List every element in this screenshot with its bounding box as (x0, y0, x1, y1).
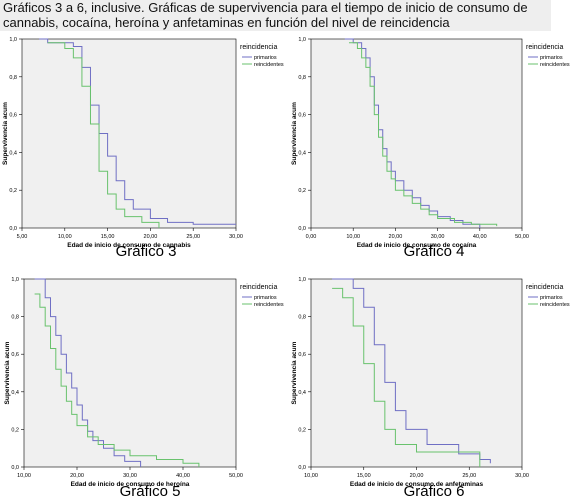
chart-title-3: Gráfico 3 (115, 243, 177, 260)
y-tick-label: 1,0 (9, 37, 17, 43)
x-tick-label: 50,00 (515, 234, 529, 240)
y-tick-label: 1,0 (298, 37, 306, 43)
legend-label-reincidentes: reincidentes (540, 62, 570, 68)
legend-title: reincidencia (526, 44, 563, 51)
y-tick-label: 0,2 (11, 427, 19, 433)
legend-title: reincidencia (240, 284, 277, 291)
series-line-primarios (39, 38, 236, 225)
x-tick-label: 40,00 (473, 234, 487, 240)
chart-panel-3: 0,0 0,2 0,4 0,6 0,8 1,0 5,00 10,00 15,00 20,00 25,… (0, 36, 286, 249)
y-axis-title: Supervivencia acum (291, 102, 298, 165)
chart-panel-5: 0,0 0,2 0,4 0,6 0,8 1,0 10,00 20,00 30,00 40,00 50… (0, 276, 286, 488)
y-tick-label: 0,0 (298, 226, 306, 232)
y-tick-label: 0,6 (11, 352, 19, 358)
series-line-reincidentes (332, 287, 481, 467)
x-tick-label: 10,00 (17, 473, 31, 479)
chart-title-6: Gráfico 6 (403, 483, 465, 500)
chart-title-5: Gráfico 5 (119, 483, 181, 500)
y-tick-label: 0,0 (298, 465, 306, 471)
series-line-reincidentes (348, 42, 498, 227)
series-line-reincidentes (34, 293, 200, 467)
y-tick-label: 0,8 (298, 315, 306, 321)
x-tick-label: 30,00 (515, 473, 529, 479)
plot-area (310, 38, 523, 229)
y-tick-label: 0,0 (11, 465, 19, 471)
plot-area (310, 278, 523, 468)
x-tick-label: 5,00 (17, 234, 28, 240)
legend-label-reincidentes: reincidentes (254, 302, 284, 308)
y-tick-label: 0,2 (9, 188, 17, 194)
legend-label-primarios: primarios (540, 55, 563, 61)
y-tick-label: 0,6 (298, 352, 306, 358)
y-tick-label: 0,8 (9, 75, 17, 81)
plot-area (21, 38, 237, 229)
series-line-primarios (332, 278, 491, 464)
survival-chart-anfetaminas: 0,0 0,2 0,4 0,6 0,8 1,0 10,00 15,00 20,00 25,00 30… (291, 277, 570, 488)
x-tick-label: 20,00 (389, 234, 403, 240)
survival-chart-cannabis: 0,0 0,2 0,4 0,6 0,8 1,0 5,00 10,00 15,00 20,00 25,… (2, 37, 284, 249)
x-axis-title: Edad de inicio de consumo de cocaína (357, 242, 477, 249)
legend-label-reincidentes: reincidentes (254, 62, 284, 68)
survival-chart-heroina: 0,0 0,2 0,4 0,6 0,8 1,0 10,00 20,00 30,00 40,00 50… (4, 277, 284, 488)
y-tick-label: 0,4 (298, 390, 306, 396)
caption-text: Gráficos 3 a 6, inclusive. Gráficas de s… (3, 0, 528, 30)
x-tick-label: 10,00 (304, 473, 318, 479)
x-tick-label: 20,00 (410, 473, 424, 479)
y-tick-label: 0,4 (9, 150, 17, 156)
series-line-reincidentes (47, 42, 160, 228)
legend-label-primarios: primarios (254, 55, 277, 61)
chart-title-4: Gráfico 4 (403, 243, 465, 260)
x-tick-label: 30,00 (229, 234, 243, 240)
x-tick-label: 30,00 (431, 234, 445, 240)
survival-chart-cocaina: 0,0 0,2 0,4 0,6 0,8 1,0 0,00 10,00 20,00 30,00 40,… (291, 37, 570, 249)
series-line-primarios (34, 278, 142, 467)
legend-label-primarios: primarios (540, 295, 563, 301)
x-tick-label: 20,00 (144, 234, 158, 240)
x-tick-label: 15,00 (357, 473, 371, 479)
y-axis-title: Supervivencia acum (4, 341, 11, 404)
legend-title: reincidencia (526, 284, 563, 291)
x-tick-label: 50,00 (229, 473, 243, 479)
x-tick-label: 0,00 (306, 234, 317, 240)
x-tick-label: 30,00 (123, 473, 137, 479)
legend-label-primarios: primarios (254, 295, 277, 301)
x-axis-title: Edad de inicio de consumo de heroína (71, 481, 190, 488)
y-tick-label: 0,4 (298, 150, 306, 156)
y-tick-label: 0,4 (11, 390, 19, 396)
y-tick-label: 0,6 (298, 113, 306, 119)
x-tick-label: 10,00 (346, 234, 360, 240)
y-tick-label: 0,0 (9, 226, 17, 232)
y-tick-label: 0,6 (9, 113, 17, 119)
caption-box: Gráficos 3 a 6, inclusive. Gráficas de s… (0, 0, 551, 31)
x-tick-label: 40,00 (176, 473, 190, 479)
y-tick-label: 0,8 (298, 75, 306, 81)
chart-panel-6: 0,0 0,2 0,4 0,6 0,8 1,0 10,00 15,00 20,00 25,00 30… (286, 276, 573, 488)
chart-panel-4: 0,0 0,2 0,4 0,6 0,8 1,0 0,00 10,00 20,00 30,00 40,… (286, 36, 573, 249)
y-axis-title: Supervivencia acum (291, 341, 298, 404)
x-tick-label: 25,00 (186, 234, 200, 240)
y-tick-label: 1,0 (11, 277, 19, 283)
y-tick-label: 0,8 (11, 315, 19, 321)
x-axis-title: Edad de inicio de consumo de cannabis (67, 242, 191, 249)
y-axis-title: Supervivencia acum (2, 102, 9, 165)
x-tick-label: 15,00 (101, 234, 115, 240)
legend-label-reincidentes: reincidentes (540, 302, 570, 308)
x-tick-label: 25,00 (462, 473, 476, 479)
x-tick-label: 20,00 (70, 473, 84, 479)
legend-title: reincidencia (240, 44, 277, 51)
x-axis-title: Edad de inicio de consumo de anfetaminas (350, 481, 484, 488)
y-tick-label: 0,2 (298, 188, 306, 194)
y-tick-label: 0,2 (298, 427, 306, 433)
y-tick-label: 1,0 (298, 277, 306, 283)
plot-area (23, 278, 237, 468)
x-tick-label: 10,00 (58, 234, 72, 240)
